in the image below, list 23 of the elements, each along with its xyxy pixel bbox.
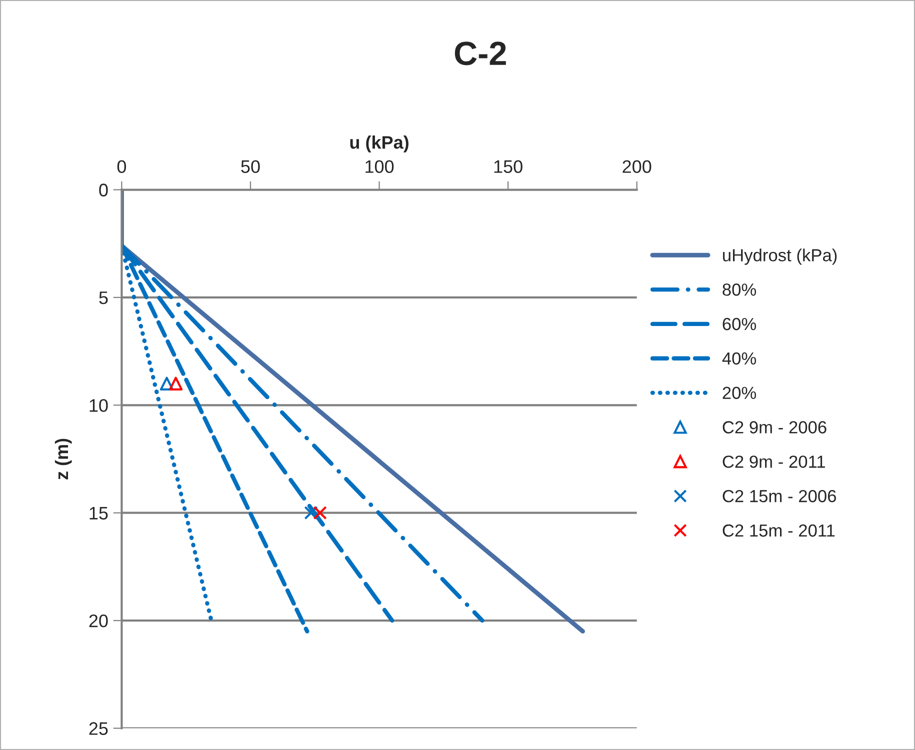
- legend-label: C2 9m - 2011: [722, 456, 825, 468]
- y-tick-label: 5: [99, 292, 108, 304]
- legend-label: C2 9m - 2006: [722, 421, 826, 434]
- legend-label: C2 15m - 2006: [722, 490, 836, 502]
- legend-label: 60%: [722, 318, 756, 330]
- legend-label: 40%: [722, 352, 756, 365]
- x-axis-title: u (kPa): [350, 136, 408, 152]
- chart-title: C-2: [454, 42, 506, 66]
- legend-label: C2 15m - 2011: [722, 524, 835, 537]
- x-tick-label: 50: [241, 160, 260, 173]
- y-tick-label: 15: [90, 506, 108, 520]
- legend-label: 20%: [722, 386, 756, 400]
- x-tick-label: 0: [117, 160, 126, 173]
- y-tick-label: 0: [99, 184, 108, 196]
- x-tick-label: 100: [366, 160, 394, 173]
- x-tick-label: 200: [622, 160, 652, 173]
- y-tick-label: 25: [89, 722, 108, 735]
- y-tick-label: 20: [89, 614, 108, 628]
- x-tick-label: 150: [494, 160, 522, 173]
- legend-label: uHydrost (kPa): [723, 248, 837, 265]
- legend-label: 80%: [722, 284, 756, 296]
- y-axis-title: z (m): [54, 438, 72, 480]
- y-tick-label: 10: [90, 399, 108, 412]
